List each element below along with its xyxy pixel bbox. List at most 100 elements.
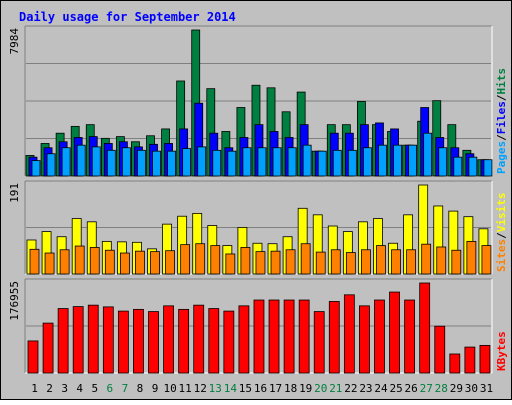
bar-sites-day-12 (195, 243, 206, 275)
bar-kbytes-day-6 (102, 306, 114, 374)
bar-pages-day-22 (347, 149, 357, 177)
bar-sites-day-24 (376, 245, 386, 275)
bar-sites-day-9 (150, 251, 160, 275)
x-tick-label: 20 (314, 382, 327, 395)
bar-kbytes-day-12 (193, 304, 205, 374)
x-tick-label: 9 (152, 382, 159, 395)
legend-entry: Pages (495, 141, 508, 174)
chart-title: Daily usage for September 2014 (19, 10, 236, 24)
x-tick-label: 24 (374, 382, 388, 395)
x-tick-label: 27 (420, 382, 433, 395)
x-tick-label: 14 (224, 382, 238, 395)
x-tick-label: 25 (389, 382, 402, 395)
bar-pages-day-25 (393, 144, 402, 177)
bar-kbytes-day-13 (208, 308, 220, 374)
legend-entry: KBytes (495, 331, 508, 371)
panels-layer: 7984Pages/Files/Hits191Sites/Visits17695… (8, 25, 508, 374)
bar-kbytes-day-3 (57, 308, 69, 374)
bar-sites-day-26 (406, 249, 417, 275)
bar-pages-day-11 (182, 148, 192, 177)
bar-sites-day-20 (315, 251, 326, 275)
bar-pages-day-6 (106, 149, 116, 177)
bar-sites-day-8 (135, 250, 145, 275)
bar-pages-day-23 (363, 147, 372, 177)
legend-entry: Sites (495, 239, 508, 272)
x-tick-label: 8 (137, 382, 144, 395)
x-tick-label: 26 (405, 382, 418, 395)
bar-kbytes-day-8 (133, 308, 144, 374)
legend-entry: Files (495, 101, 508, 134)
bar-pages-day-29 (453, 156, 463, 177)
bar-pages-day-21 (332, 149, 342, 177)
bar-sites-day-22 (345, 252, 356, 275)
bar-kbytes-day-23 (359, 305, 370, 374)
legend-entry: / (495, 134, 508, 141)
bar-sites-day-4 (74, 245, 85, 275)
bar-kbytes-day-7 (117, 310, 129, 374)
x-tick-label: 4 (76, 382, 83, 395)
bar-sites-day-28 (436, 246, 447, 275)
bar-sites-day-21 (330, 249, 341, 275)
bar-sites-day-11 (180, 244, 191, 275)
bar-sites-day-5 (89, 247, 100, 275)
bar-pages-day-16 (257, 147, 267, 177)
legend-entry: Visits (495, 193, 508, 233)
bar-pages-day-13 (212, 149, 222, 177)
bar-kbytes-day-9 (148, 311, 159, 374)
bar-kbytes-day-1 (27, 340, 39, 374)
bar-sites-day-1 (29, 248, 40, 275)
bar-sites-day-29 (451, 249, 462, 275)
bar-pages-day-5 (91, 146, 101, 177)
legend-entry: Hits (495, 68, 508, 95)
x-tick-label: 30 (465, 382, 478, 395)
x-tick-label: 17 (269, 382, 282, 395)
bar-kbytes-day-16 (253, 299, 265, 374)
bar-kbytes-day-25 (389, 291, 400, 374)
panel-bot: 176955 KBytes (8, 278, 508, 374)
x-tick-label: 21 (329, 382, 342, 395)
bar-sites-day-15 (240, 247, 251, 275)
bar-pages-day-24 (378, 144, 387, 177)
bar-pages-day-12 (197, 146, 207, 177)
legend-entry: / (495, 232, 508, 239)
bar-pages-day-10 (167, 150, 176, 177)
bar-pages-day-1 (31, 160, 41, 177)
bar-sites-day-27 (421, 243, 432, 275)
bar-kbytes-day-10 (163, 305, 174, 374)
x-tick-label: 1 (31, 382, 38, 395)
bar-sites-day-17 (270, 250, 281, 275)
bar-kbytes-day-24 (374, 299, 385, 374)
bar-pages-day-15 (242, 147, 252, 177)
bar-kbytes-day-11 (178, 308, 190, 374)
bar-pages-day-8 (137, 149, 146, 177)
panel-mid: 191 Sites/Visits (8, 180, 508, 275)
x-tick-label: 5 (91, 382, 98, 395)
x-tick-label: 13 (209, 382, 222, 395)
legend-top: Pages/Files/Hits (495, 68, 508, 174)
bar-pages-day-17 (272, 147, 282, 177)
bar-kbytes-day-28 (434, 325, 446, 374)
bar-kbytes-day-22 (343, 294, 355, 374)
bar-pages-day-28 (438, 147, 448, 177)
x-tick-label: 15 (239, 382, 252, 395)
bar-sites-day-3 (59, 249, 70, 275)
bar-kbytes-day-21 (328, 301, 340, 374)
x-tick-label: 23 (359, 382, 372, 395)
x-tick-label: 19 (299, 382, 312, 395)
bar-pages-day-3 (61, 147, 71, 177)
bar-pages-day-4 (76, 144, 86, 177)
bar-pages-day-14 (227, 150, 237, 177)
x-tick-labels: 1 2 3 4 5 6 7 8 9 10 11 12 13 14 15 16 17 18 19 20 21 22 23 24 2… (31, 382, 493, 395)
x-tick-label: 29 (450, 382, 463, 395)
bar-kbytes-day-4 (72, 306, 84, 374)
bar-kbytes-day-19 (298, 299, 310, 374)
x-tick-label: 7 (122, 382, 129, 395)
bar-pages-day-26 (408, 144, 418, 177)
bar-sites-day-25 (391, 249, 401, 275)
legend-bot: KBytes (495, 331, 508, 371)
bar-pages-day-20 (317, 150, 327, 177)
bar-kbytes-day-27 (419, 282, 431, 374)
x-tick-label: 10 (163, 382, 176, 395)
